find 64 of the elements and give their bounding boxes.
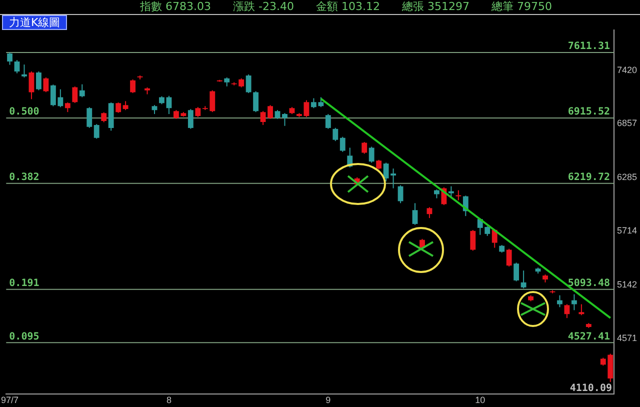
candlestick [101, 112, 107, 123]
candlestick [166, 95, 172, 115]
candlestick [514, 262, 520, 282]
candlestick [362, 141, 368, 154]
candlestick [86, 106, 92, 128]
y-tick-label: 5714 [617, 226, 638, 236]
y-tick-label: 7420 [617, 64, 638, 75]
candlestick [506, 248, 512, 267]
candlestick [520, 270, 526, 289]
candlestick [564, 304, 570, 319]
x-tick-label: 9 [326, 395, 331, 406]
candlestick [470, 229, 476, 252]
annotation: 0.095 [9, 331, 40, 342]
ref-line-label: 6915.52 [568, 106, 610, 118]
candlestick [376, 159, 382, 170]
candlestick [426, 206, 432, 219]
candlestick [72, 86, 78, 104]
candlestick [36, 70, 42, 91]
ref-line-label: 4527.41 [568, 331, 610, 342]
candlestick [325, 114, 331, 130]
text: 總筆 79750 [491, 0, 552, 14]
text: 指數 6783.03 [140, 0, 211, 14]
x-tick-label: 10 [475, 395, 486, 406]
candlestick [43, 76, 49, 93]
candlestick [398, 184, 404, 204]
candlestick [130, 78, 136, 94]
chart-title: 力道K線圖 [2, 15, 68, 30]
candlestick [28, 70, 34, 100]
candlestick [14, 60, 20, 74]
x-tick-label: 97/7 [1, 395, 19, 406]
candlestick [253, 90, 259, 113]
candlestick [195, 106, 201, 118]
x-tick-label: 8 [166, 395, 172, 406]
candlestick [557, 294, 562, 308]
candlestick [188, 108, 194, 130]
y-tick-label: 4571 [617, 333, 638, 344]
annotation: 4110.09 [570, 382, 612, 394]
ref-line-label: 6219.72 [568, 172, 610, 184]
ref-line-label: 5093.48 [568, 278, 610, 290]
y-tick-label: 6857 [617, 118, 638, 128]
candlestick [340, 136, 346, 152]
candlestick [7, 52, 12, 66]
candlestick [282, 112, 288, 126]
candlestick [116, 102, 122, 114]
candlestick [64, 102, 70, 113]
text: 總張 351297 [402, 0, 470, 14]
candlestick [571, 294, 577, 311]
candlestick [578, 304, 584, 316]
y-tick-label: 6285 [617, 172, 638, 182]
text: 漲跌 -23.40 [232, 0, 294, 14]
annotation: 0.191 [9, 278, 40, 290]
candlestick [412, 202, 418, 226]
annotation: 0.500 [9, 106, 40, 118]
ref-line-label: 7611.31 [568, 41, 610, 52]
candlestick [22, 64, 27, 78]
candlestick [368, 146, 374, 164]
candlestick [332, 127, 338, 142]
candlestick [246, 74, 252, 94]
annotation: 0.382 [9, 172, 40, 184]
candlestick [94, 124, 100, 140]
y-tick-label: 5142 [617, 279, 638, 290]
candlestick [456, 190, 462, 201]
text: 金額 103.12 [316, 0, 380, 14]
candlestick [79, 84, 85, 98]
